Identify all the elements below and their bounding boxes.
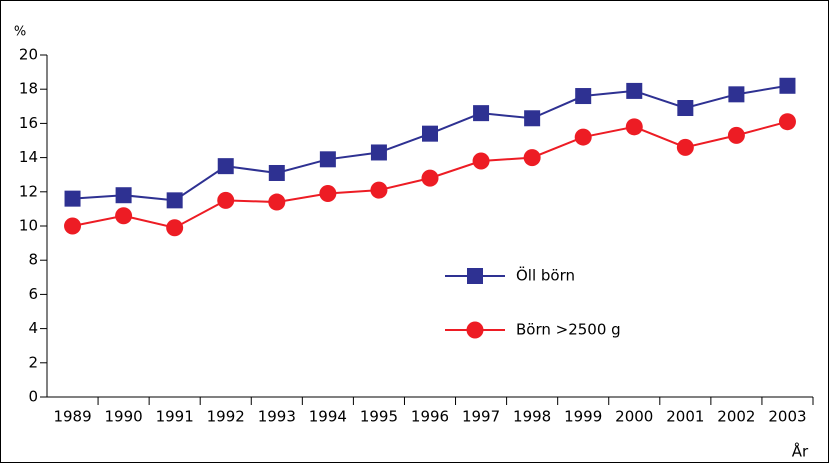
point [370, 144, 387, 161]
point [626, 82, 643, 99]
x-tick-label: 1995 [360, 408, 398, 426]
y-tick-label: 6 [28, 285, 38, 303]
x-tick-label: 2002 [717, 408, 755, 426]
point [779, 77, 796, 94]
y-tick-label: 4 [28, 319, 38, 337]
point [166, 219, 184, 237]
point [524, 110, 541, 127]
y-tick-label: 0 [28, 388, 38, 406]
x-tick-label: 1992 [207, 408, 245, 426]
x-tick-label: 1999 [564, 408, 602, 426]
y-tick-label: 20 [19, 46, 38, 64]
point [473, 105, 490, 122]
x-tick-label: 1997 [462, 408, 500, 426]
point [422, 125, 438, 142]
point [319, 185, 337, 203]
point [166, 192, 183, 209]
x-tick-label: 1998 [513, 408, 551, 426]
y-tick-label: 14 [19, 148, 38, 166]
legend-marker [467, 268, 483, 284]
point [319, 151, 336, 168]
point [115, 207, 133, 225]
point [523, 149, 541, 167]
x-tick-label: 2000 [615, 408, 653, 426]
y-tick-label: 10 [19, 217, 38, 235]
point [421, 169, 439, 187]
point [472, 152, 490, 170]
legend-marker [466, 321, 484, 339]
y-tick-label: 16 [19, 114, 38, 132]
point [677, 100, 694, 117]
x-axis-label: År [792, 442, 809, 461]
x-tick-label: 1994 [309, 408, 347, 426]
x-tick-label: 2003 [768, 408, 806, 426]
point [778, 113, 796, 131]
y-axis-label: % [14, 25, 26, 40]
point [217, 158, 234, 175]
point [268, 164, 285, 181]
x-tick-label: 1993 [258, 408, 296, 426]
point [115, 187, 132, 204]
y-tick-label: 8 [28, 251, 38, 269]
y-tick-label: 18 [19, 80, 38, 98]
legend-label: Börn >2500 g [516, 321, 621, 339]
point [217, 191, 235, 209]
point [575, 88, 592, 105]
y-tick-label: 12 [19, 182, 38, 200]
point [728, 86, 745, 103]
x-tick-label: 1990 [105, 408, 143, 426]
x-tick-label: 2001 [666, 408, 704, 426]
point [676, 138, 694, 156]
point [727, 126, 745, 144]
legend-label: Öll börn [516, 266, 575, 285]
point [64, 217, 82, 235]
point [370, 181, 388, 199]
x-tick-label: 1989 [53, 408, 91, 426]
point [268, 193, 286, 211]
point [64, 190, 81, 207]
point [625, 118, 643, 136]
x-tick-label: 1996 [411, 408, 449, 426]
x-tick-label: 1991 [156, 408, 194, 426]
y-tick-label: 2 [28, 353, 38, 371]
point [574, 128, 592, 146]
